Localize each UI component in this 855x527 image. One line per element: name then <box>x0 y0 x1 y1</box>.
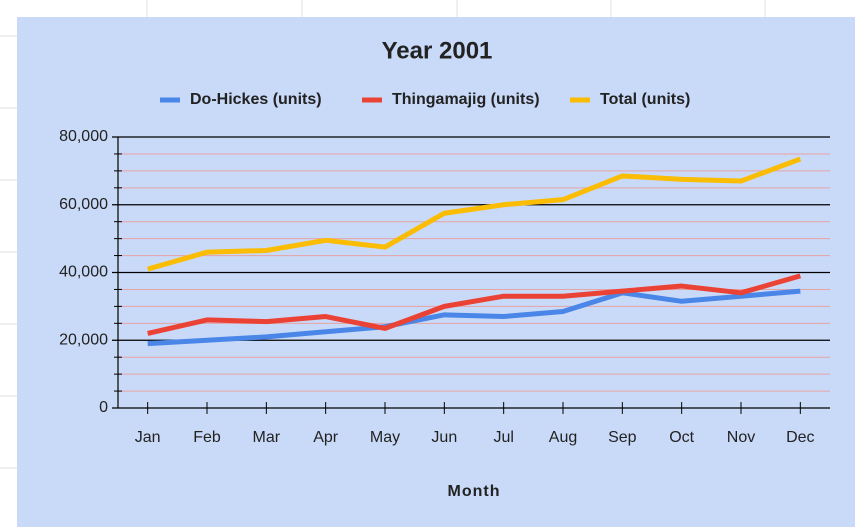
sheet-gridlines <box>0 0 766 469</box>
y-tick-label: 60,000 <box>59 196 108 213</box>
x-tick-label: Dec <box>786 429 814 446</box>
x-tick-label: Feb <box>193 429 221 446</box>
y-tick-label: 40,000 <box>59 264 108 281</box>
legend-label: Thingamajig (units) <box>392 91 540 108</box>
y-tick-label: 80,000 <box>59 128 108 145</box>
x-tick-label: Jul <box>493 429 513 446</box>
x-tick-label: Sep <box>608 429 637 446</box>
x-tick-label: Oct <box>669 429 694 446</box>
series-line <box>147 288 801 347</box>
legend-label: Do-Hickes (units) <box>190 91 322 108</box>
x-tick-label: May <box>370 429 400 446</box>
x-tick-label: Apr <box>313 429 339 446</box>
chart-title: Year 2001 <box>382 37 493 64</box>
series-line <box>146 156 802 272</box>
y-tick-label: 20,000 <box>59 331 108 348</box>
x-tick-label: Jan <box>135 429 161 446</box>
series-line <box>147 273 802 336</box>
legend-label: Total (units) <box>600 91 690 108</box>
x-axis-title: Month <box>448 483 501 500</box>
y-tick-label: 0 <box>99 399 108 416</box>
x-tick-label: Aug <box>549 429 577 446</box>
x-tick-label: Mar <box>253 429 281 446</box>
x-tick-label: Jun <box>431 429 457 446</box>
x-tick-label: Nov <box>727 429 755 446</box>
